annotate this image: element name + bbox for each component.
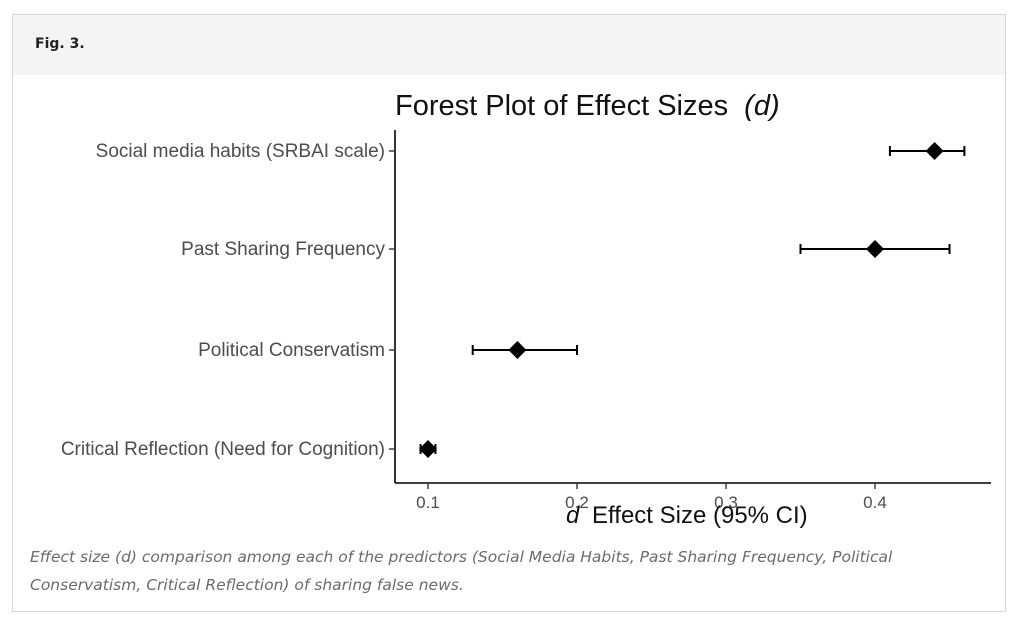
estimate-point <box>866 240 884 258</box>
chart-title: Forest Plot of Effect Sizes (d) <box>395 90 780 122</box>
y-category-label: Political Conservatism <box>198 340 385 361</box>
plot-area: 0.1 0.2 0.3 0.4 Social media habits (SRBAI s… <box>61 130 991 512</box>
estimate-point <box>925 142 944 160</box>
y-category-label: Critical Reflection (Need for Cognition) <box>61 439 385 460</box>
estimate-point <box>419 440 437 458</box>
svg-text:d Effect Size (95% CI): d Effect Size (95% CI) <box>566 502 808 529</box>
x-tick-label: 0.1 <box>416 493 440 512</box>
figure-frame: Fig. 3. Forest Plot of Effect Sizes (d) … <box>12 14 1006 612</box>
chart-title-text: Forest Plot of Effect Sizes <box>395 90 728 122</box>
x-axis-label-text: Effect Size (95% CI) <box>592 502 808 529</box>
y-category-label: Social media habits (SRBAI scale) <box>96 141 385 162</box>
x-tick-label: 0.4 <box>863 493 887 512</box>
estimate-point <box>508 341 527 359</box>
x-tick-label: 0.2 <box>565 493 589 512</box>
x-tick-label: 0.3 <box>714 493 738 512</box>
figure-label: Fig. 3. <box>35 36 85 52</box>
x-axis-label: d Effect Size (95% CI) <box>566 502 808 529</box>
y-category-label: Past Sharing Frequency <box>181 239 385 260</box>
chart-title-italic: (d) <box>744 90 779 122</box>
x-axis-label-italic: d <box>566 502 580 529</box>
figure-header: Fig. 3. <box>13 15 1005 75</box>
svg-text:Forest Plot of Effect Sizes: Forest Plot of Effect Sizes (d) <box>395 90 780 122</box>
figure-caption: Effect size (d) comparison among each of… <box>30 548 893 594</box>
forest-plot-chart: Forest Plot of Effect Sizes (d) 0.1 0.2 0.… <box>61 90 991 529</box>
